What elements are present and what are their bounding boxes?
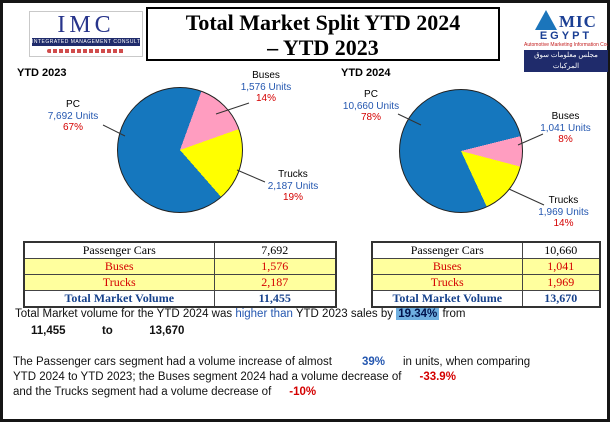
row-label: Buses — [23, 258, 215, 275]
summary-from-value: 11,455 — [31, 325, 66, 337]
pie-label-units: 2,187 Units — [267, 180, 319, 192]
table-row-trucks: Trucks 1,969 — [371, 274, 601, 291]
imc-tagline-script — [47, 49, 125, 53]
row-label: Total Market Volume — [371, 290, 523, 308]
imc-logo: IMC INTEGRATED MANAGEMENT CONSULTANCY — [29, 11, 143, 57]
row-value: 13,670 — [521, 290, 601, 308]
summary-text: Total Market volume for the YTD 2024 was — [15, 308, 233, 320]
amic-name: MIC — [559, 12, 597, 31]
pie-label-name: Buses — [551, 111, 580, 122]
pie-label-trucks-2023: Trucks 2,187 Units 19% — [250, 169, 336, 204]
row-value: 2,187 — [213, 274, 337, 291]
pie-label-units: 1,041 Units — [540, 122, 591, 134]
row-label: Total Market Volume — [23, 290, 215, 308]
table-row-passenger-cars: Passenger Cars 7,692 — [23, 241, 337, 259]
pie-label-name: PC — [364, 89, 378, 100]
buses-decrease-percent: -33.9% — [419, 371, 456, 383]
pie-label-percent: 8% — [558, 134, 573, 145]
pie-label-percent: 19% — [282, 192, 303, 203]
summary-line-2: 11,455 to 13,670 — [31, 325, 184, 337]
row-label: Passenger Cars — [371, 241, 523, 259]
pie-label-name: Trucks — [548, 195, 579, 206]
summary-to-value: 13,670 — [149, 325, 185, 337]
market-table-2023: Passenger Cars 7,692 Buses 1,576 Trucks … — [23, 241, 337, 308]
summary-to-word: to — [101, 325, 113, 337]
pie-label-percent: 67% — [62, 122, 83, 133]
chart-title-2023: YTD 2023 — [17, 67, 67, 79]
page-title: Total Market Split YTD 2024 – YTD 2023 — [146, 7, 500, 61]
trucks-decrease-percent: -10% — [289, 386, 317, 398]
imc-acronym: IMC — [57, 12, 115, 38]
table-row-total: Total Market Volume 13,670 — [371, 290, 601, 308]
page-title-line1: Total Market Split YTD 2024 — [185, 10, 461, 35]
pie-label-percent: 14% — [553, 218, 574, 229]
paragraph-text: The Passenger cars segment had a volume … — [13, 356, 332, 368]
row-value: 1,969 — [521, 274, 601, 291]
paragraph-text: in units, when comparing — [403, 356, 531, 368]
row-value: 10,660 — [521, 241, 601, 259]
row-label: Trucks — [371, 274, 523, 291]
summary-percent-highlight: 19.34% — [396, 308, 440, 320]
row-value: 11,455 — [213, 290, 337, 308]
pie-label-units: 10,660 Units — [342, 100, 400, 112]
page-title-line2: – YTD 2023 — [267, 35, 379, 60]
imc-banner: INTEGRATED MANAGEMENT CONSULTANCY — [32, 38, 140, 46]
row-value: 1,041 — [521, 258, 601, 275]
pie-label-name: Buses — [252, 70, 280, 81]
pie-label-units: 1,969 Units — [538, 206, 589, 218]
row-label: Buses — [371, 258, 523, 275]
amic-egypt: EGYPT — [539, 30, 593, 42]
pie-label-percent: 14% — [255, 93, 276, 104]
pie-label-pc-2024: PC 10,660 Units 78% — [328, 89, 414, 124]
amic-triangle-icon — [535, 10, 558, 30]
amic-arabic-text: مجلس معلومات سوق المركبات — [524, 50, 608, 72]
paragraph-line-3: and the Trucks segment had a volume decr… — [13, 385, 605, 400]
row-value: 1,576 — [213, 258, 337, 275]
table-row-passenger-cars: Passenger Cars 10,660 — [371, 241, 601, 259]
pie-label-units: 7,692 Units — [47, 110, 99, 122]
segments-paragraph: The Passenger cars segment had a volume … — [13, 355, 605, 400]
pie-label-trucks-2024: Trucks 1,969 Units 14% — [521, 195, 606, 230]
summary-text: YTD 2023 sales by — [295, 308, 394, 320]
row-label: Trucks — [23, 274, 215, 291]
paragraph-text: YTD 2024 to YTD 2023; the Buses segment … — [13, 371, 402, 383]
table-row-buses: Buses 1,576 — [23, 258, 337, 275]
pie-label-units: 1,576 Units — [240, 81, 292, 93]
pie-chart-ytd-2023 — [117, 87, 243, 213]
table-row-buses: Buses 1,041 — [371, 258, 601, 275]
pie-label-percent: 78% — [360, 112, 381, 123]
summary-text: from — [442, 308, 466, 320]
pie-label-name: PC — [66, 99, 80, 110]
table-row-trucks: Trucks 2,187 — [23, 274, 337, 291]
table-row-total: Total Market Volume 11,455 — [23, 290, 337, 308]
pie-label-buses-2024: Buses 1,041 Units 8% — [523, 111, 608, 146]
pc-increase-percent: 39% — [361, 356, 385, 368]
paragraph-text: and the Trucks segment had a volume decr… — [13, 386, 272, 398]
summary-higher-than: higher than — [235, 308, 293, 320]
summary-line-1: Total Market volume for the YTD 2024 was… — [15, 308, 465, 320]
market-table-2024: Passenger Cars 10,660 Buses 1,041 Trucks… — [371, 241, 601, 308]
pie-label-buses-2023: Buses 1,576 Units 14% — [223, 70, 309, 105]
paragraph-line-1: The Passenger cars segment had a volume … — [13, 355, 605, 370]
amic-subtitle: Automotive Marketing Information Council — [524, 42, 608, 48]
pie-label-name: Trucks — [278, 169, 308, 180]
paragraph-line-2: YTD 2024 to YTD 2023; the Buses segment … — [13, 370, 605, 385]
row-value: 7,692 — [213, 241, 337, 259]
pie-label-pc-2023: PC 7,692 Units 67% — [33, 99, 113, 134]
chart-title-2024: YTD 2024 — [341, 67, 391, 79]
pie-chart-ytd-2024 — [399, 89, 523, 213]
amic-logo: MIC EGYPT Automotive Marketing Informati… — [524, 8, 608, 72]
row-label: Passenger Cars — [23, 241, 215, 259]
